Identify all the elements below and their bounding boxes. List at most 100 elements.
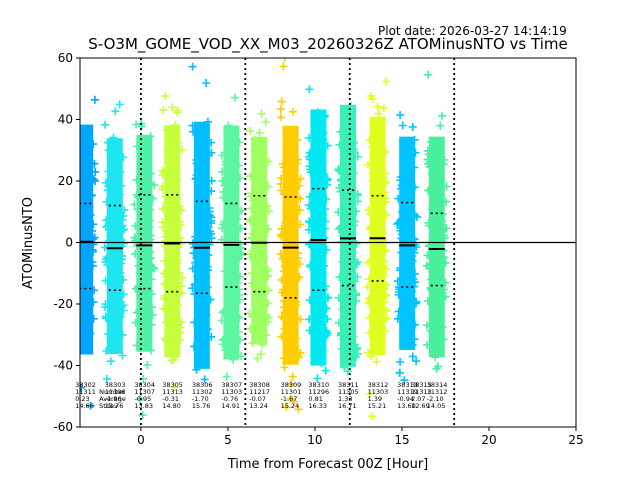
orbit-series-38312 xyxy=(363,77,391,421)
scatter-points xyxy=(422,70,451,373)
orbit-stat-text: 15.24 xyxy=(281,402,300,410)
y-tick-label: -60 xyxy=(53,420,73,434)
orbit-stat-text: 14.66 xyxy=(75,402,94,410)
scatter-points xyxy=(334,102,362,376)
orbit-stat-text: 11301 xyxy=(281,388,302,396)
orbit-stat-text: 13.83 xyxy=(134,402,153,410)
y-tick-label: -40 xyxy=(53,359,73,373)
orbit-series-38303 xyxy=(100,100,129,383)
stats-row-label: Average xyxy=(99,395,126,403)
orbit-series-38302 xyxy=(80,95,100,410)
scatter-points xyxy=(217,93,246,381)
y-tick-label: 20 xyxy=(58,174,73,188)
orbit-stat-text: 0.23 xyxy=(75,395,89,403)
orbit-stat-text: 38309 xyxy=(281,381,302,389)
orbit-stat-text: 16.33 xyxy=(308,402,327,410)
y-tick-label: 60 xyxy=(58,51,73,65)
orbit-series-38313 xyxy=(393,111,421,385)
scatter-points xyxy=(130,119,159,420)
orbit-stat-text: 38306 xyxy=(192,381,213,389)
orbit-stat-text: 11311 xyxy=(75,388,96,396)
orbit-stat-text: -0.95 xyxy=(134,395,151,403)
orbit-stat-text: 1.33 xyxy=(338,395,352,403)
orbit-stat-text: -0.31 xyxy=(162,395,179,403)
x-tick-label: 0 xyxy=(137,433,145,447)
scatter-points xyxy=(363,77,391,421)
orbit-stat-text: 11296 xyxy=(308,388,329,396)
orbit-series-38304 xyxy=(130,119,159,420)
scatter-points xyxy=(304,85,333,383)
orbit-stat-text: 38315 xyxy=(411,381,432,389)
orbit-stat-text: 11302 xyxy=(192,388,213,396)
orbit-stat-text: 15.76 xyxy=(192,402,211,410)
orbit-stat-text: 38314 xyxy=(427,381,448,389)
x-tick-label: 5 xyxy=(224,433,232,447)
scatter-points xyxy=(158,92,187,392)
orbit-series-38305 xyxy=(158,92,187,392)
y-tick-label: 0 xyxy=(65,236,73,250)
orbit-stat-text: 0.81 xyxy=(308,395,322,403)
orbit-series-38307 xyxy=(217,93,246,381)
orbit-stat-text: 38310 xyxy=(308,381,329,389)
orbit-stat-text: 11313 xyxy=(411,388,432,396)
orbit-stat-text: -0.76 xyxy=(221,395,238,403)
orbit-stat-text: 38303 xyxy=(105,381,126,389)
y-axis-label: ATOMinusNTO xyxy=(21,197,36,289)
chart-title: S-O3M_GOME_VOD_XX_M03_20260326Z ATOMinus… xyxy=(88,35,567,54)
orbit-stat-text: 16.71 xyxy=(338,402,357,410)
orbit-stat-text: 38308 xyxy=(249,381,270,389)
orbit-stat-text: -1.86 xyxy=(105,395,122,403)
orbit-stat-text: 11303 xyxy=(368,388,389,396)
orbit-stat-text: -0.07 xyxy=(249,395,266,403)
x-tick-label: 25 xyxy=(568,433,583,447)
orbit-stat-text: 38311 xyxy=(338,381,359,389)
orbit-stat-text: -1.67 xyxy=(281,395,298,403)
orbit-series-38308 xyxy=(245,109,273,363)
orbit-stat-text: 13.60 xyxy=(397,402,416,410)
scatter-points xyxy=(276,58,305,414)
scatter-band xyxy=(164,125,181,358)
scatter-band xyxy=(369,116,386,356)
orbit-series-38310 xyxy=(304,85,333,383)
orbit-stat-text: -1.70 xyxy=(192,395,209,403)
x-tick-label: 20 xyxy=(481,433,496,447)
y-tick-label: 40 xyxy=(58,113,73,127)
orbit-stat-text: 15.21 xyxy=(368,402,387,410)
scatter-points xyxy=(188,62,216,384)
orbit-stat-text: 12.69 xyxy=(411,402,430,410)
x-axis-label: Time from Forecast 00Z [Hour] xyxy=(227,457,429,472)
orbit-stat-text: 11306 xyxy=(105,388,126,396)
orbit-series-38311 xyxy=(334,102,362,376)
orbit-stat-text: 38307 xyxy=(221,381,242,389)
scatter-points xyxy=(245,109,273,363)
y-tick-label: -20 xyxy=(53,297,73,311)
orbit-stat-text: 38313 xyxy=(397,381,418,389)
orbit-stat-text: 38312 xyxy=(368,381,389,389)
orbit-stat-text: 14.91 xyxy=(221,402,240,410)
orbit-stat-text: 11319 xyxy=(397,388,418,396)
scatter-area xyxy=(80,58,451,421)
plot-date: Plot date: 2026-03-27 14:14:19 xyxy=(378,24,567,38)
orbit-stat-text: 2.07 xyxy=(411,395,425,403)
orbit-stat-text: 14.05 xyxy=(427,402,446,410)
scatter-points xyxy=(393,111,421,385)
orbit-stat-text: -0.94 xyxy=(397,395,414,403)
orbit-stat-text: 38305 xyxy=(162,381,183,389)
orbit-series-38309 xyxy=(276,58,305,414)
orbit-stat-text: 1.39 xyxy=(368,395,382,403)
stats-row-label: Stdev xyxy=(99,402,118,410)
orbit-stat-text: 11312 xyxy=(427,388,448,396)
orbit-stat-text: 11313 xyxy=(162,388,183,396)
orbit-stat-text: 13.24 xyxy=(249,402,268,410)
stats-row-label: Number xyxy=(99,388,125,396)
orbit-stat-text: 11305 xyxy=(338,388,359,396)
orbit-stat-text: 13.76 xyxy=(105,402,124,410)
orbit-stat-text: 14.80 xyxy=(162,402,181,410)
orbit-stat-text: 38304 xyxy=(134,381,155,389)
orbit-stat-text: 11307 xyxy=(134,388,155,396)
x-tick-label: 10 xyxy=(307,433,322,447)
orbit-stat-text: 11217 xyxy=(249,388,270,396)
